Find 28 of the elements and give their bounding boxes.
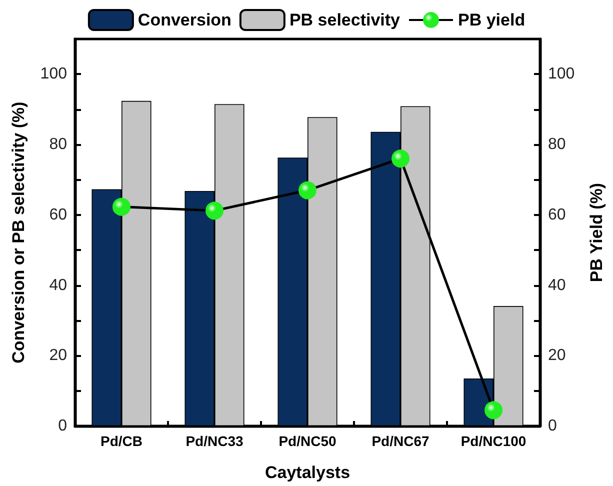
y2-axis-title: PB Yield (%) <box>587 182 606 282</box>
y2-tick-label: 0 <box>548 418 557 434</box>
point <box>484 401 502 420</box>
y-axis-title: Conversion or PB selectivity (%) <box>9 102 28 364</box>
y-tick-label: 60 <box>49 206 68 224</box>
x-tick-label: Pd/NC50 <box>278 433 336 449</box>
x-tick-label: Pd/NC67 <box>372 433 430 449</box>
legend-label: Conversion <box>138 10 232 30</box>
y2-tick-label: 40 <box>548 276 566 294</box>
y-tick-label: 100 <box>40 66 68 83</box>
x-axis-title: Caytalysts <box>264 463 350 482</box>
y2-tick-label: 20 <box>548 347 566 364</box>
point <box>392 150 410 168</box>
y-tick-label: 80 <box>49 136 68 154</box>
point <box>206 202 224 220</box>
y2-tick-label: 100 <box>548 66 575 83</box>
legend-label: PB selectivity <box>289 10 401 30</box>
point <box>298 181 316 200</box>
y-tick-label: 40 <box>49 276 68 294</box>
point <box>112 198 130 216</box>
x-tick-label: Pd/NC33 <box>186 433 244 449</box>
y-tick-label: 20 <box>49 347 68 364</box>
x-tick-label: Pd/CB <box>100 433 142 449</box>
y-tick-label: 0 <box>58 418 68 434</box>
x-tick-label: Pd/NC100 <box>460 433 526 449</box>
legend-label: PB yield <box>458 10 526 30</box>
y2-tick-label: 80 <box>548 136 566 154</box>
y2-tick-label: 60 <box>548 206 566 224</box>
